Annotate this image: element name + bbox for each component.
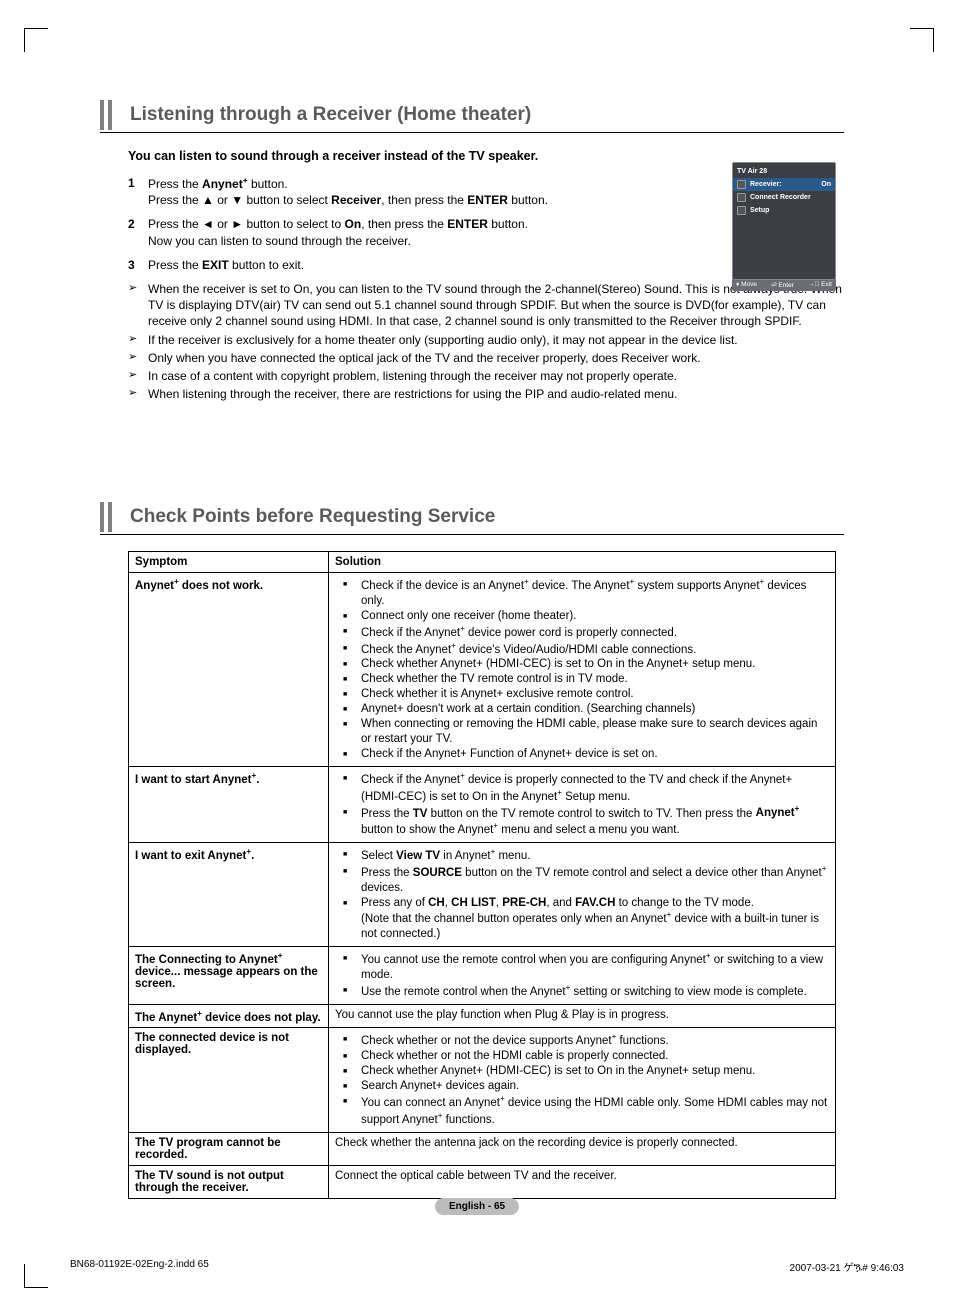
solution-cell: Check whether the antenna jack on the re… (329, 1132, 836, 1165)
osd-row: Connect Recorder (733, 191, 835, 204)
symptom-cell: The connected device is not displayed. (129, 1028, 329, 1132)
solution-item: Check whether Anynet+ (HDMI-CEC) is set … (361, 657, 829, 672)
crop-mark (24, 1264, 48, 1288)
col-symptom: Symptom (129, 552, 329, 573)
section-2-title: Check Points before Requesting Service (130, 502, 495, 532)
solution-item: Check if the Anynet+ device power cord i… (361, 624, 829, 641)
section-1-intro: You can listen to sound through a receiv… (128, 149, 844, 163)
crop-mark (910, 28, 934, 52)
note: ➢Only when you have connected the optica… (128, 350, 844, 366)
solution-cell: Check if the Anynet+ device is properly … (329, 766, 836, 842)
solution-item: Check if the Anynet+ Function of Anynet+… (361, 747, 829, 762)
solution-cell: Connect the optical cable between TV and… (329, 1165, 836, 1198)
note-text: Only when you have connected the optical… (148, 350, 844, 366)
osd-item-value: On (821, 181, 831, 188)
osd-row: Recevier: On (733, 178, 835, 191)
symptom-cell: The Anynet+ device does not play. (129, 1004, 329, 1028)
document-meta: BN68-01192E-02Eng-2.indd 65 2007-03-21 ゲ… (70, 1259, 904, 1274)
osd-title: TV Air 28 (733, 165, 835, 178)
note-text: If the receiver is exclusively for a hom… (148, 332, 844, 348)
osd-enter-hint: ⏎ Enter (771, 281, 794, 289)
step-number: 2 (128, 216, 148, 248)
solution-item: Search Anynet+ devices again. (361, 1079, 829, 1094)
note-arrow-icon: ➢ (128, 386, 148, 402)
solution-cell: Check whether or not the device supports… (329, 1028, 836, 1132)
doc-file: BN68-01192E-02Eng-2.indd 65 (70, 1259, 209, 1274)
osd-item-label: Recevier: (750, 181, 817, 188)
table-row: The Connecting to Anynet+ device... mess… (129, 947, 836, 1004)
note: ➢In case of a content with copyright pro… (128, 368, 844, 384)
solution-cell: Check if the device is an Anynet+ device… (329, 573, 836, 767)
solution-item: Press the SOURCE button on the TV remote… (361, 864, 829, 896)
symptom-cell: The Connecting to Anynet+ device... mess… (129, 947, 329, 1004)
solution-item: You cannot use the remote control when y… (361, 951, 829, 983)
osd-item-label: Setup (750, 207, 831, 214)
solution-item: Press the TV button on the TV remote con… (361, 805, 829, 839)
solution-item: Connect only one receiver (home theater)… (361, 609, 829, 624)
osd-footer: ♦ Move ⏎ Enter →⃞ Exit (732, 279, 836, 291)
col-solution: Solution (329, 552, 836, 573)
solution-cell: Select View TV in Anynet+ menu. Press th… (329, 843, 836, 947)
osd-exit-hint: →⃞ Exit (808, 281, 832, 289)
note-arrow-icon: ➢ (128, 350, 148, 366)
doc-timestamp: 2007-03-21 ゲዄ# 9:46:03 (790, 1259, 904, 1274)
notes-list: ➢When the receiver is set to On, you can… (128, 281, 844, 402)
symptom-cell: The TV program cannot be recorded. (129, 1132, 329, 1165)
step-number: 1 (128, 175, 148, 208)
solution-item: Press any of CH, CH LIST, PRE-CH, and FA… (361, 896, 829, 943)
solution-item: Select View TV in Anynet+ menu. (361, 847, 829, 864)
solution-item: Check if the Anynet+ device is properly … (361, 771, 829, 805)
crop-mark (24, 28, 48, 52)
troubleshoot-table: Symptom Solution Anynet+ does not work. C… (128, 551, 836, 1198)
solution-item: When connecting or removing the HDMI cab… (361, 717, 829, 747)
note-arrow-icon: ➢ (128, 332, 148, 348)
divider (100, 534, 844, 535)
page-footer: English - 65 (435, 1196, 519, 1214)
symptom-cell: Anynet+ does not work. (129, 573, 329, 767)
solution-cell: You cannot use the play function when Pl… (329, 1004, 836, 1028)
table-row: Anynet+ does not work. Check if the devic… (129, 573, 836, 767)
table-row: The Anynet+ device does not play.You can… (129, 1004, 836, 1028)
section-2-heading: Check Points before Requesting Service (100, 502, 844, 532)
solution-item: Check whether the TV remote control is i… (361, 672, 829, 687)
table-row: The TV sound is not output through the r… (129, 1165, 836, 1198)
osd-item-icon (737, 180, 746, 189)
osd-row: Setup (733, 204, 835, 217)
solution-item: Check whether or not the device supports… (361, 1032, 829, 1049)
title-bars-icon (100, 100, 116, 130)
solution-item: Check the Anynet+ device's Video/Audio/H… (361, 641, 829, 658)
symptom-cell: I want to exit Anynet+. (129, 843, 329, 947)
osd-item-label: Connect Recorder (750, 194, 831, 201)
symptom-cell: The TV sound is not output through the r… (129, 1165, 329, 1198)
table-row: I want to start Anynet+. Check if the Any… (129, 766, 836, 842)
osd-item-icon (737, 206, 746, 215)
osd-item-icon (737, 193, 746, 202)
note: ➢If the receiver is exclusively for a ho… (128, 332, 844, 348)
solution-item: Check whether it is Anynet+ exclusive re… (361, 687, 829, 702)
note-arrow-icon: ➢ (128, 368, 148, 384)
title-bars-icon (100, 502, 116, 532)
osd-move-hint: ♦ Move (736, 281, 757, 289)
note-text: When listening through the receiver, the… (148, 386, 844, 402)
solution-item: Check whether or not the HDMI cable is p… (361, 1049, 829, 1064)
note-text: In case of a content with copyright prob… (148, 368, 844, 384)
osd-menu: TV Air 28 Recevier: On Connect Recorder Set… (732, 162, 836, 291)
note: ➢When listening through the receiver, th… (128, 386, 844, 402)
table-row: The connected device is not displayed. Ch… (129, 1028, 836, 1132)
solution-item: You can connect an Anynet+ device using … (361, 1094, 829, 1128)
page-number: English - 65 (435, 1198, 519, 1215)
table-row: The TV program cannot be recorded.Check … (129, 1132, 836, 1165)
step-number: 3 (128, 257, 148, 273)
section-1-title: Listening through a Receiver (Home theat… (130, 100, 531, 130)
table-row: I want to exit Anynet+.Select View TV in… (129, 843, 836, 947)
solution-item: Check if the device is an Anynet+ device… (361, 577, 829, 609)
solution-item: Check whether Anynet+ (HDMI-CEC) is set … (361, 1064, 829, 1079)
note-arrow-icon: ➢ (128, 281, 148, 330)
symptom-cell: I want to start Anynet+. (129, 766, 329, 842)
solution-item: Use the remote control when the Anynet+ … (361, 983, 829, 1000)
solution-item: Anynet+ doesn't work at a certain condit… (361, 702, 829, 717)
section-1-heading: Listening through a Receiver (Home theat… (100, 100, 844, 130)
solution-cell: You cannot use the remote control when y… (329, 947, 836, 1004)
divider (100, 132, 844, 133)
